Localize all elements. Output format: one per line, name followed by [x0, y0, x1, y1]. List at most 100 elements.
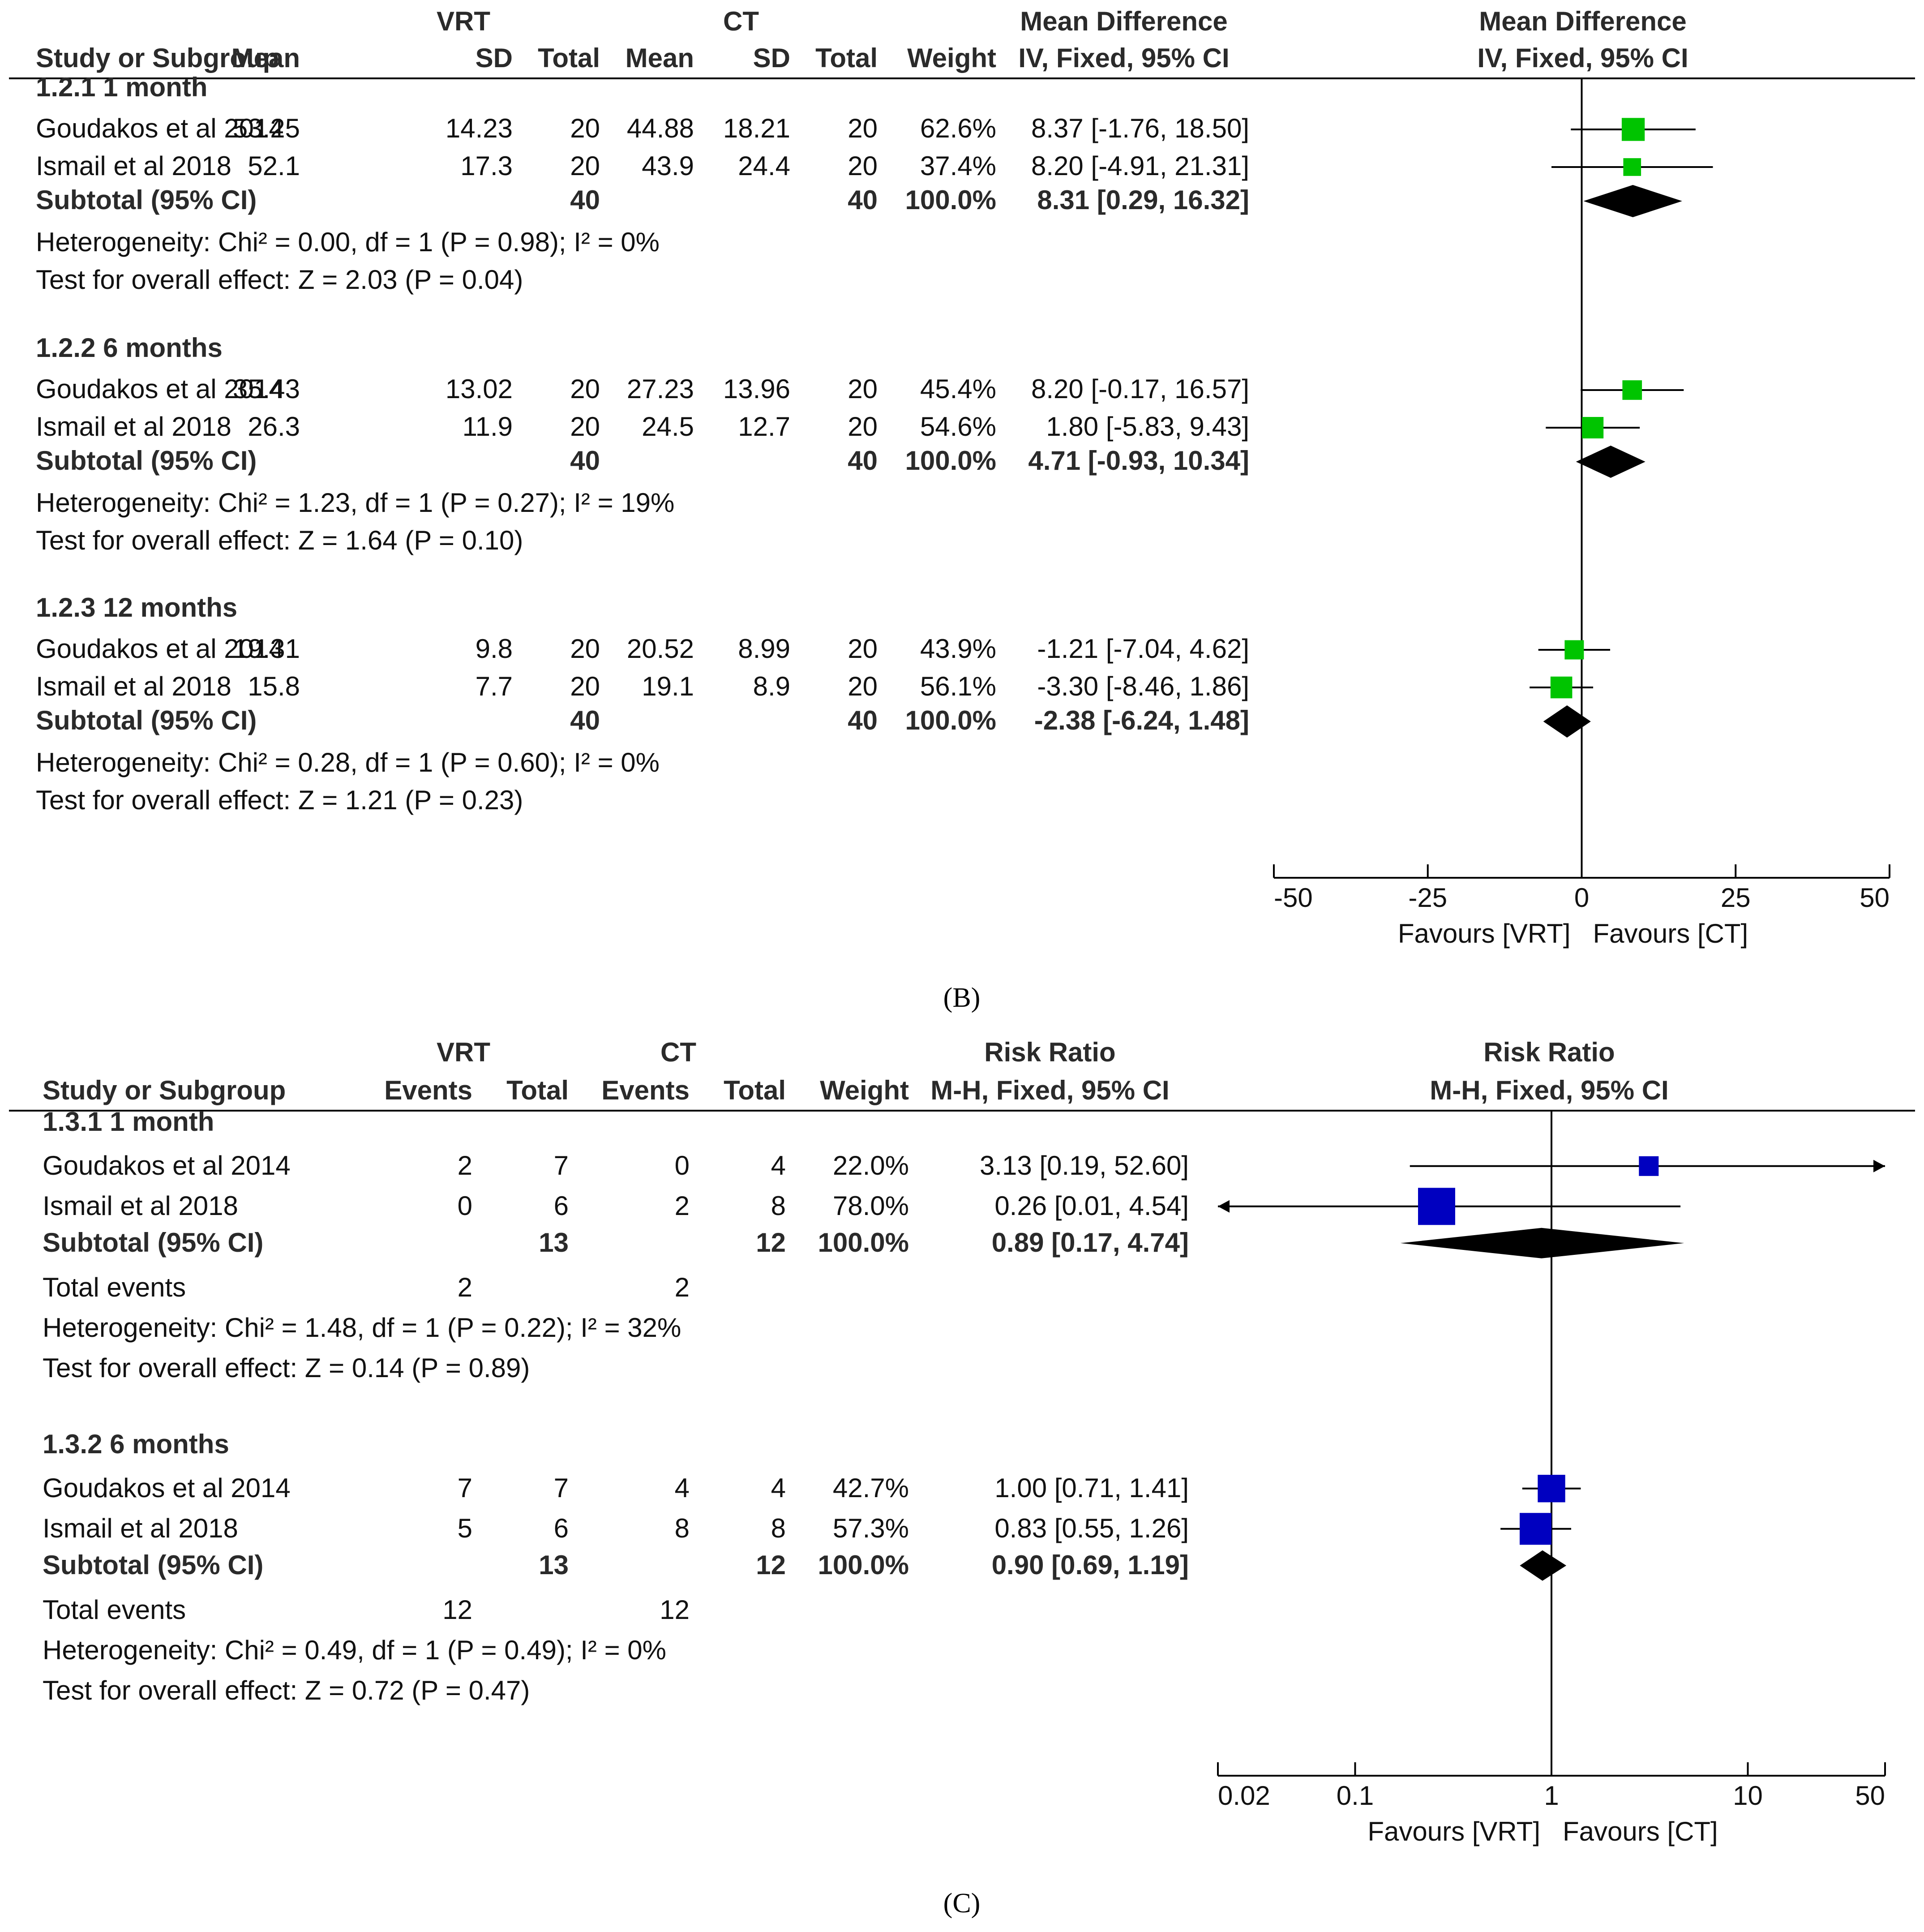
favours-right-label: Favours [CT]: [1563, 1816, 1718, 1846]
x-tick-label: 50: [1855, 1781, 1885, 1811]
column-header: Total: [538, 43, 600, 73]
study-point-estimate: [1418, 1188, 1455, 1225]
ci-arrow-right-icon: [1873, 1159, 1885, 1172]
study-cell: 6: [554, 1513, 569, 1543]
study-effect-ci: 1.00 [0.71, 1.41]: [994, 1473, 1189, 1503]
subtotal-total-ct: 12: [756, 1228, 786, 1258]
study-cell: 9.8: [476, 634, 513, 664]
study-cell: 20.52: [627, 634, 694, 664]
study-cell: 37.4%: [920, 151, 996, 181]
study-cell: 56.1%: [920, 671, 996, 701]
group-header-vrt: VRT: [437, 1037, 490, 1067]
total-events-label: Total events: [43, 1272, 186, 1302]
group-header-ct: CT: [723, 6, 759, 36]
study-cell: 8: [771, 1191, 786, 1221]
column-header: SD: [753, 43, 790, 73]
subtotal-total-ct: 40: [848, 185, 878, 215]
study-cell: 53.25: [233, 113, 300, 143]
total-events-ct: 12: [660, 1595, 690, 1625]
overall-effect-test: Test for overall effect: Z = 1.64 (P = 0…: [36, 525, 523, 555]
study-cell: 20: [570, 374, 600, 404]
heterogeneity-stat: Heterogeneity: Chi² = 0.28, df = 1 (P = …: [36, 747, 660, 777]
group-header-vrt: VRT: [437, 6, 490, 36]
study-effect-ci: 0.26 [0.01, 4.54]: [994, 1191, 1189, 1221]
x-tick-label: 25: [1721, 883, 1751, 913]
subtotal-total-vrt: 40: [570, 705, 600, 735]
effect-column-method: M-H, Fixed, 95% CI: [930, 1075, 1169, 1105]
subgroup-heading: 1.3.1 1 month: [43, 1107, 214, 1137]
subtotal-total-vrt: 40: [570, 446, 600, 476]
study-cell: 12.7: [738, 412, 790, 442]
heterogeneity-stat: Heterogeneity: Chi² = 0.49, df = 1 (P = …: [43, 1635, 666, 1665]
x-tick-label: 1: [1544, 1781, 1559, 1811]
study-cell: 18.21: [723, 113, 790, 143]
study-point-estimate: [1538, 1475, 1565, 1503]
column-header: Events: [384, 1075, 472, 1105]
x-tick-label: 0.1: [1337, 1781, 1374, 1811]
study-cell: 0: [675, 1151, 690, 1181]
study-cell: 8: [675, 1513, 690, 1543]
subgroup-heading: 1.2.2 6 months: [36, 333, 223, 363]
study-point-estimate: [1564, 640, 1584, 660]
plot-method: IV, Fixed, 95% CI: [1477, 43, 1688, 73]
subtotal-weight: 100.0%: [905, 185, 997, 215]
x-tick-label: 0: [1574, 883, 1589, 913]
study-cell: 7: [554, 1473, 569, 1503]
subtotal-weight: 100.0%: [818, 1228, 909, 1258]
subtotal-total-vrt: 40: [570, 185, 600, 215]
study-effect-ci: 3.13 [0.19, 52.60]: [980, 1151, 1189, 1181]
study-cell: 8.99: [738, 634, 790, 664]
subtotal-total-ct: 12: [756, 1550, 786, 1580]
x-tick-label: -25: [1408, 883, 1447, 913]
study-cell: 7.7: [476, 671, 513, 701]
study-cell: 17.3: [460, 151, 513, 181]
study-cell: 20: [848, 671, 878, 701]
study-cell: 20: [848, 113, 878, 143]
study-cell: 7: [554, 1151, 569, 1181]
study-cell: 44.88: [627, 113, 694, 143]
subtotal-label: Subtotal (95% CI): [43, 1550, 263, 1580]
study-cell: 4: [771, 1151, 786, 1181]
study-name: Goudakos et al 2014: [43, 1473, 291, 1503]
study-effect-ci: -1.21 [-7.04, 4.62]: [1037, 634, 1249, 664]
study-cell: 4: [771, 1473, 786, 1503]
total-events-vrt: 2: [458, 1272, 472, 1302]
subtotal-effect-ci: 0.89 [0.17, 4.74]: [992, 1228, 1189, 1258]
subtotal-weight: 100.0%: [818, 1550, 909, 1580]
column-header: Weight: [907, 43, 996, 73]
study-point-estimate: [1621, 118, 1645, 141]
study-cell: 45.4%: [920, 374, 996, 404]
column-header: Weight: [820, 1075, 909, 1105]
subtotal-effect-ci: 4.71 [-0.93, 10.34]: [1028, 446, 1249, 476]
overall-effect-test: Test for overall effect: Z = 2.03 (P = 0…: [36, 265, 523, 295]
study-cell: 2: [458, 1151, 472, 1181]
plot-title: Risk Ratio: [1483, 1037, 1615, 1067]
study-cell: 19.31: [233, 634, 300, 664]
study-cell: 24.5: [642, 412, 694, 442]
study-name: Goudakos et al 2014: [36, 113, 284, 143]
subtotal-effect-ci: 8.31 [0.29, 16.32]: [1037, 185, 1249, 215]
study-cell: 42.7%: [833, 1473, 909, 1503]
study-cell: 27.23: [627, 374, 694, 404]
study-effect-ci: 1.80 [-5.83, 9.43]: [1046, 412, 1249, 442]
study-cell: 8: [771, 1513, 786, 1543]
study-name: Ismail et al 2018: [36, 671, 231, 701]
subtotal-diamond: [1576, 446, 1645, 478]
study-cell: 20: [848, 412, 878, 442]
study-cell: 43.9: [642, 151, 694, 181]
column-header: SD: [476, 43, 513, 73]
subtotal-total-ct: 40: [848, 705, 878, 735]
study-cell: 57.3%: [833, 1513, 909, 1543]
study-effect-ci: 8.20 [-4.91, 21.31]: [1031, 151, 1249, 181]
subtotal-effect-ci: 0.90 [0.69, 1.19]: [992, 1550, 1189, 1580]
study-cell: 20: [570, 113, 600, 143]
study-cell: 19.1: [642, 671, 694, 701]
study-cell: 52.1: [248, 151, 300, 181]
subtotal-diamond: [1583, 185, 1682, 217]
subtotal-label: Subtotal (95% CI): [43, 1228, 263, 1258]
x-tick-label: 10: [1733, 1781, 1763, 1811]
ci-arrow-left-icon: [1218, 1200, 1230, 1213]
study-cell: 24.4: [738, 151, 790, 181]
column-header: Total: [815, 43, 878, 73]
